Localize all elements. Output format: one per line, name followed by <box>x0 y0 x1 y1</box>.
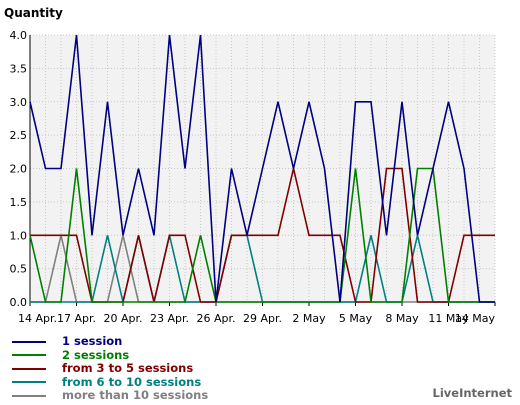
x-tick-label: 14 Apr. <box>18 312 57 325</box>
series-line-2-sessions <box>29 167 495 303</box>
legend-label: from 3 to 5 sessions <box>62 361 194 376</box>
y-tick-label: 3.0 <box>10 96 28 109</box>
legend-swatch <box>12 394 46 397</box>
legend-swatch <box>12 381 46 384</box>
y-tick-label: 0.0 <box>10 296 28 309</box>
x-tick-label: 23 Apr. <box>150 312 189 325</box>
y-tick-label: 1.0 <box>10 229 28 242</box>
legend-label: from 6 to 10 sessions <box>62 374 202 389</box>
y-tick-label: 2.0 <box>10 163 28 176</box>
legend-swatch <box>12 340 46 343</box>
y-axis: 0.0 0.5 1.0 1.5 2.0 2.5 3.0 3.5 4.0 <box>10 29 31 309</box>
series-lines <box>29 34 495 303</box>
x-tick-label: 11 May <box>428 312 469 325</box>
x-tick-label: 20 Apr. <box>103 312 142 325</box>
y-tick-label: 1.5 <box>10 196 28 209</box>
legend-item-2-sessions: 2 sessions <box>12 347 208 363</box>
legend-label: 1 session <box>62 334 123 349</box>
legend-swatch <box>12 354 46 357</box>
y-tick-label: 3.5 <box>10 62 28 75</box>
x-axis: 14 Apr. 17 Apr. 20 Apr. 23 Apr. 26 Apr. 29 Ap… <box>18 301 496 325</box>
legend-label: 2 sessions <box>62 347 130 362</box>
y-axis-title: Quantity <box>4 6 63 20</box>
legend-label: more than 10 sessions <box>62 388 209 403</box>
x-tick-label: 2 May <box>292 312 326 325</box>
legend-swatch <box>12 367 46 370</box>
legend-item-6-to-10-sessions: from 6 to 10 sessions <box>12 374 208 390</box>
x-tick-label: 5 May <box>339 312 373 325</box>
legend: 1 session 2 sessions from 3 to 5 session… <box>12 335 208 403</box>
y-tick-label: 2.5 <box>10 129 28 142</box>
x-tick-label: 17 Apr. <box>57 312 96 325</box>
brand-label: LiveInternet <box>432 386 512 400</box>
y-tick-label: 4.0 <box>10 29 28 42</box>
x-tick-label: 8 May <box>385 312 419 325</box>
series-line-1-session <box>29 34 495 303</box>
legend-item-more-than-10-sessions: more than 10 sessions <box>12 389 208 403</box>
x-tick-label: 14 May <box>455 312 496 325</box>
legend-item-3-to-5-sessions: from 3 to 5 sessions <box>12 362 208 376</box>
y-tick-label: 0.5 <box>10 263 28 276</box>
x-tick-label: 29 Apr. <box>243 312 282 325</box>
x-tick-label: 26 Apr. <box>196 312 235 325</box>
legend-item-1-session: 1 session <box>12 335 208 349</box>
